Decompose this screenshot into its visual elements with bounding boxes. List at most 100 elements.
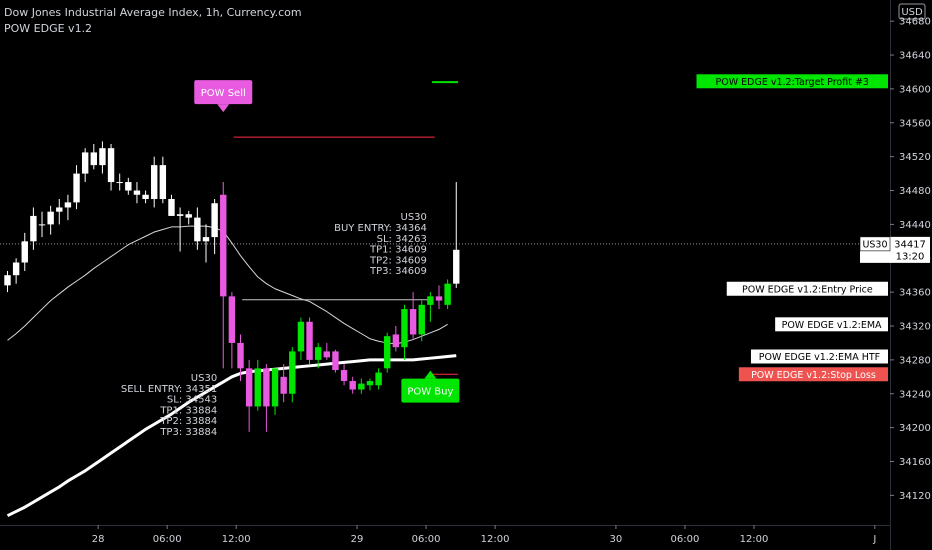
bull-candle[interactable]: [297, 321, 305, 352]
price-label-text: POW EDGE v1.2:Target Profit #3: [716, 77, 869, 88]
bull-candle[interactable]: [384, 336, 391, 369]
price-label-text: POW EDGE v1.2:EMA: [782, 320, 882, 331]
x-tick-label: 06:00: [412, 534, 441, 545]
bear-candle[interactable]: [159, 165, 167, 199]
bull-candle[interactable]: [176, 214, 184, 216]
bull-candle[interactable]: [99, 148, 106, 166]
buy-info-line: TP1: 34609: [369, 245, 427, 256]
bear-candle[interactable]: [349, 381, 356, 390]
bull-candle[interactable]: [4, 275, 11, 286]
last-price-symbol: US30: [862, 239, 887, 250]
bull-candle[interactable]: [453, 249, 460, 284]
bull-candle[interactable]: [73, 173, 80, 203]
x-tick-label: 12:00: [222, 534, 251, 545]
bear-candle[interactable]: [306, 321, 313, 360]
indicator-name[interactable]: POW EDGE v1.2: [4, 22, 93, 35]
currency-box[interactable]: [898, 3, 926, 20]
bull-candle[interactable]: [427, 296, 434, 305]
bull-candle[interactable]: [151, 165, 158, 199]
y-tick-label: 34120: [899, 491, 931, 502]
bull-candle[interactable]: [81, 152, 89, 174]
bull-candle[interactable]: [202, 237, 210, 242]
ema-series: [7, 225, 448, 345]
bear-candle[interactable]: [194, 217, 201, 242]
bull-candle[interactable]: [38, 224, 46, 226]
bull-candle[interactable]: [211, 203, 218, 238]
sell-info-line: TP2: 33884: [159, 416, 217, 427]
bull-candle[interactable]: [64, 202, 72, 208]
bull-candle[interactable]: [56, 207, 63, 212]
price-label-box[interactable]: [775, 317, 888, 332]
bull-candle[interactable]: [289, 351, 296, 394]
bull-candle[interactable]: [358, 383, 365, 390]
x-tick-label: J: [872, 534, 876, 545]
buy-info-line: SL: 34263: [377, 234, 427, 245]
price-label-box[interactable]: [696, 74, 889, 89]
bear-candle[interactable]: [409, 309, 417, 335]
bear-candle[interactable]: [185, 214, 192, 218]
bear-candle[interactable]: [280, 376, 287, 394]
currency-label: USD: [901, 7, 923, 18]
bear-candle[interactable]: [435, 296, 443, 301]
pow-sell-text: POW Sell: [201, 88, 246, 99]
chart-title: Dow Jones Industrial Average Index, 1h, …: [4, 6, 302, 19]
bar-countdown: 13:20: [896, 251, 925, 262]
price-label-text: POW EDGE v1.2:Stop Loss: [751, 370, 876, 381]
y-tick-label: 34560: [899, 118, 931, 129]
bull-candle[interactable]: [47, 211, 54, 225]
y-tick-label: 34600: [899, 84, 931, 95]
bear-candle[interactable]: [228, 296, 236, 343]
bear-candle[interactable]: [332, 351, 339, 371]
bull-candle[interactable]: [375, 372, 382, 386]
y-tick-label: 34280: [899, 355, 931, 366]
bear-candle[interactable]: [392, 334, 400, 348]
bear-candle[interactable]: [245, 368, 253, 407]
pow-buy-signal[interactable]: [401, 378, 460, 403]
bull-candle[interactable]: [366, 381, 374, 386]
bear-candle[interactable]: [90, 152, 97, 166]
bull-candle[interactable]: [271, 368, 279, 407]
x-tick-label: 12:00: [740, 534, 769, 545]
bull-candle[interactable]: [30, 215, 37, 242]
x-tick-label: 29: [351, 534, 364, 545]
bear-candle[interactable]: [263, 368, 270, 407]
pow-sell-pointer: [217, 104, 230, 113]
bear-candle[interactable]: [133, 190, 141, 195]
ema-htf-series: [6, 354, 457, 518]
pow-buy-text: POW Buy: [407, 387, 453, 398]
price-label-box[interactable]: [738, 367, 888, 382]
bear-candle[interactable]: [168, 198, 175, 216]
sell-info-line: TP3: 33884: [159, 427, 217, 438]
buy-info-line: BUY ENTRY: 34364: [334, 223, 427, 234]
bear-candle[interactable]: [323, 351, 331, 358]
buy-info-line: TP2: 34609: [369, 255, 427, 266]
y-tick-label: 34640: [899, 51, 931, 62]
pow-buy-pointer: [424, 370, 437, 379]
bull-candle[interactable]: [21, 241, 28, 263]
x-tick-label: 06:00: [671, 534, 700, 545]
bear-candle[interactable]: [220, 194, 227, 297]
bull-candle[interactable]: [116, 182, 123, 184]
y-tick-label: 34440: [899, 220, 931, 231]
y-tick-label: 34480: [899, 186, 931, 197]
bear-candle[interactable]: [237, 342, 244, 369]
bull-candle[interactable]: [314, 347, 322, 360]
y-tick-label: 34240: [899, 389, 931, 400]
bear-candle[interactable]: [107, 148, 115, 183]
last-price-symbol-box: [859, 236, 891, 252]
sell-info-line: TP1: 33884: [159, 405, 217, 416]
bull-candle[interactable]: [401, 309, 408, 348]
bear-candle[interactable]: [142, 194, 149, 199]
bull-candle[interactable]: [254, 368, 261, 407]
bull-candle[interactable]: [444, 283, 451, 305]
y-tick-label: 34680: [899, 17, 931, 28]
sell-info-line: US30: [191, 373, 217, 384]
pow-sell-signal[interactable]: [194, 80, 253, 105]
price-label-box[interactable]: [726, 281, 888, 296]
bull-candle[interactable]: [12, 262, 20, 276]
bear-candle[interactable]: [340, 370, 348, 382]
price-label-box[interactable]: [750, 349, 888, 364]
bear-candle[interactable]: [125, 182, 132, 191]
bull-candle[interactable]: [418, 304, 425, 335]
